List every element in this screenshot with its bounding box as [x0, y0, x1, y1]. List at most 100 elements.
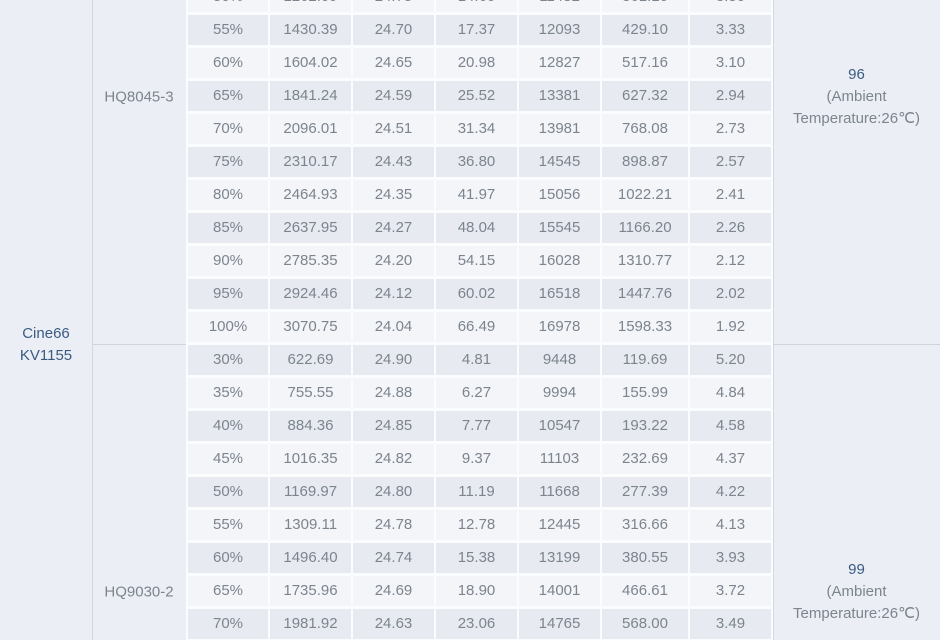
cell-throttle: 65%: [186, 81, 270, 114]
table-row: 30% 622.69 24.90 4.81 9448 119.69 5.20: [186, 345, 773, 378]
cell-thrust: 1981.92: [270, 609, 353, 640]
cell-efficiency: 2.94: [690, 81, 773, 114]
cell-rpm: 13381: [519, 81, 602, 114]
table-row: 70% 1981.92 24.63 23.06 14765 568.00 3.49: [186, 609, 773, 640]
cell-thrust: 1169.97: [270, 477, 353, 510]
cell-current: 9.37: [436, 444, 519, 477]
table-row: 85% 2637.95 24.27 48.04 15545 1166.20 2.26: [186, 213, 773, 246]
cell-current: 15.38: [436, 543, 519, 576]
cell-rpm: 9448: [519, 345, 602, 378]
cell-current: 18.90: [436, 576, 519, 609]
cell-throttle: 50%: [186, 0, 270, 15]
cell-voltage: 24.75: [353, 0, 436, 15]
cell-power: 361.10: [602, 0, 690, 15]
cell-throttle: 40%: [186, 411, 270, 444]
table-row: 50%1262.0924.7514.6011482361.103.50: [186, 0, 773, 15]
cell-thrust: 3070.75: [270, 312, 353, 345]
cell-power: 898.87: [602, 147, 690, 180]
motor-name-line1: Cine66: [22, 325, 70, 342]
cell-efficiency: 2.02: [690, 279, 773, 312]
cell-power: 429.10: [602, 15, 690, 48]
cell-throttle: 80%: [186, 180, 270, 213]
cell-current: 11.19: [436, 477, 519, 510]
cell-throttle: 95%: [186, 279, 270, 312]
cell-rpm: 16028: [519, 246, 602, 279]
cell-power: 119.69: [602, 345, 690, 378]
cell-power: 1166.20: [602, 213, 690, 246]
cell-throttle: 60%: [186, 543, 270, 576]
cell-thrust: 2785.35: [270, 246, 353, 279]
cell-rpm: 10547: [519, 411, 602, 444]
cell-power: 1022.21: [602, 180, 690, 213]
cell-current: 6.27: [436, 378, 519, 411]
max-temperature-value: 96: [848, 66, 865, 83]
cell-current: 17.37: [436, 15, 519, 48]
cell-voltage: 24.63: [353, 609, 436, 640]
cell-rpm: 13199: [519, 543, 602, 576]
cell-power: 193.22: [602, 411, 690, 444]
cell-throttle: 70%: [186, 114, 270, 147]
cell-power: 1310.77: [602, 246, 690, 279]
table-row: 60% 1604.02 24.65 20.98 12827 517.16 3.10: [186, 48, 773, 81]
cell-throttle: 50%: [186, 477, 270, 510]
cell-thrust: 1496.40: [270, 543, 353, 576]
cell-thrust: 755.55: [270, 378, 353, 411]
cell-thrust: 1841.24: [270, 81, 353, 114]
cell-voltage: 24.43: [353, 147, 436, 180]
cell-current: 36.80: [436, 147, 519, 180]
table-row: 80% 2464.93 24.35 41.97 15056 1022.21 2.41: [186, 180, 773, 213]
cell-current: 7.77: [436, 411, 519, 444]
cell-thrust: 884.36: [270, 411, 353, 444]
table-row: 55% 1430.39 24.70 17.37 12093 429.10 3.33: [186, 15, 773, 48]
table-row: 75% 2310.17 24.43 36.80 14545 898.87 2.57: [186, 147, 773, 180]
cell-efficiency: 1.92: [690, 312, 773, 345]
cell-rpm: 12445: [519, 510, 602, 543]
cell-power: 517.16: [602, 48, 690, 81]
cell-rpm: 11482: [519, 0, 602, 15]
cell-throttle: 100%: [186, 312, 270, 345]
table-row: 70% 2096.01 24.51 31.34 13981 768.08 2.73: [186, 114, 773, 147]
cell-throttle: 90%: [186, 246, 270, 279]
cell-voltage: 24.70: [353, 15, 436, 48]
cell-current: 31.34: [436, 114, 519, 147]
cell-efficiency: 2.73: [690, 114, 773, 147]
cell-thrust: 2924.46: [270, 279, 353, 312]
cell-thrust: 1309.11: [270, 510, 353, 543]
cell-thrust: 1262.09: [270, 0, 353, 15]
cell-thrust: 2096.01: [270, 114, 353, 147]
cell-thrust: 1430.39: [270, 15, 353, 48]
cell-current: 41.97: [436, 180, 519, 213]
ambient-temperature-note: (Ambient Temperature:26℃): [793, 88, 920, 127]
temperature-summary-hq9030: 99 (Ambient Temperature:26℃): [773, 559, 940, 625]
motor-name-line2: KV1155: [19, 347, 73, 364]
table-row: 90% 2785.35 24.20 54.15 16028 1310.77 2.12: [186, 246, 773, 279]
cell-voltage: 24.27: [353, 213, 436, 246]
cell-throttle: 55%: [186, 15, 270, 48]
ambient-temperature-note: (Ambient Temperature:26℃): [793, 583, 920, 622]
cell-power: 627.32: [602, 81, 690, 114]
cell-efficiency: 4.58: [690, 411, 773, 444]
temperature-summary-hq8045: 96 (Ambient Temperature:26℃): [773, 64, 940, 130]
data-grid: 50%1262.0924.7514.6011482361.103.5055%14…: [186, 0, 773, 640]
cell-rpm: 12093: [519, 15, 602, 48]
temperature-column-border: [773, 0, 774, 640]
cell-current: 12.78: [436, 510, 519, 543]
cell-power: 277.39: [602, 477, 690, 510]
table-row: 35% 755.55 24.88 6.27 9994 155.99 4.84: [186, 378, 773, 411]
cell-current: 54.15: [436, 246, 519, 279]
motor-column-border: [92, 0, 93, 640]
cell-rpm: 14765: [519, 609, 602, 640]
cell-thrust: 1016.35: [270, 444, 353, 477]
cell-voltage: 24.90: [353, 345, 436, 378]
cell-thrust: 2310.17: [270, 147, 353, 180]
cell-rpm: 11103: [519, 444, 602, 477]
cell-efficiency: 3.49: [690, 609, 773, 640]
cell-thrust: 1735.96: [270, 576, 353, 609]
cell-power: 768.08: [602, 114, 690, 147]
cell-power: 466.61: [602, 576, 690, 609]
cell-voltage: 24.74: [353, 543, 436, 576]
cell-throttle: 35%: [186, 378, 270, 411]
cell-efficiency: 3.10: [690, 48, 773, 81]
motor-name: Cine66 KV1155: [0, 323, 92, 367]
